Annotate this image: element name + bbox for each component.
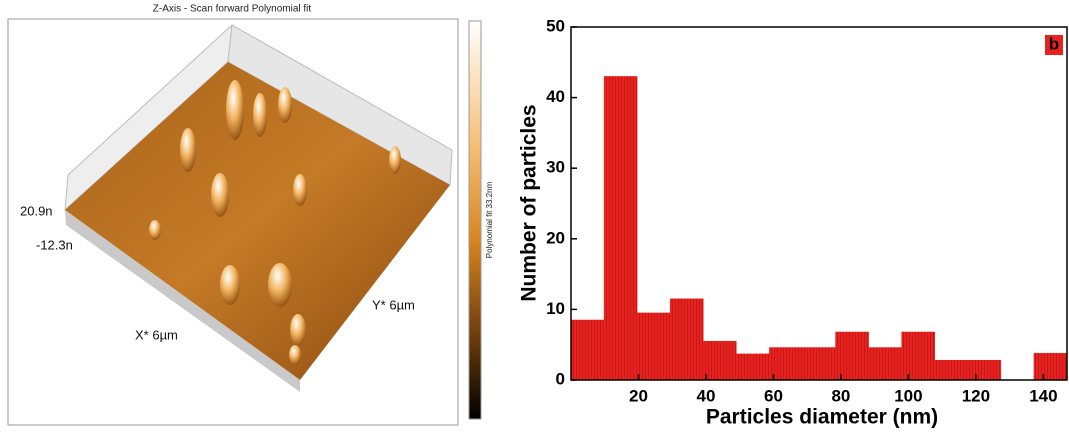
- y-axis-title: Number of particles: [518, 104, 541, 301]
- z-min-label: -12.3n: [36, 237, 73, 252]
- bar: [869, 348, 902, 380]
- bar: [736, 354, 769, 380]
- bar: [769, 348, 802, 380]
- y-tick-label: 40: [546, 87, 565, 106]
- bar: [902, 332, 935, 380]
- x-tick-label: 60: [764, 386, 783, 405]
- bar: [703, 341, 736, 380]
- y-tick-label: 10: [546, 299, 565, 318]
- colorbar-label: Polynomial fit 33.2nm: [485, 181, 494, 258]
- y-tick-label: 30: [546, 158, 565, 177]
- bar: [802, 348, 835, 380]
- x-axis-title: Particles diameter (nm): [706, 406, 938, 429]
- panel-label: b: [1049, 34, 1059, 53]
- afm-title: Z-Axis - Scan forward Polynomial fit: [153, 4, 312, 15]
- colorbar: [469, 21, 481, 419]
- x-axis-label: X* 6µm: [135, 327, 178, 342]
- bar: [1034, 353, 1067, 380]
- x-tick-label: 100: [894, 386, 922, 405]
- x-tick-label: 40: [697, 386, 716, 405]
- histogram-panel: Number of particles Particles diameter (…: [518, 16, 1067, 428]
- y-tick-label: 20: [546, 228, 565, 247]
- figure: Z-Axis - Scan forward Polynomial fit 20.…: [0, 0, 1069, 432]
- x-tick-label: 80: [831, 386, 850, 405]
- afm-panel: Z-Axis - Scan forward Polynomial fit 20.…: [8, 4, 494, 425]
- y-tick-label: 0: [556, 369, 565, 388]
- x-tick-label: 140: [1029, 386, 1057, 405]
- y-axis-label: Y* 6µm: [372, 297, 415, 312]
- bar: [968, 360, 1001, 380]
- x-tick-label: 120: [962, 386, 990, 405]
- bar: [670, 299, 703, 380]
- bar: [571, 320, 604, 380]
- x-tick-label: 20: [629, 386, 648, 405]
- y-tick-label: 50: [546, 16, 565, 35]
- bar: [604, 76, 637, 380]
- bar: [836, 332, 869, 380]
- bar: [935, 360, 968, 380]
- bar: [637, 313, 670, 380]
- z-max-label: 20.9n: [20, 203, 53, 218]
